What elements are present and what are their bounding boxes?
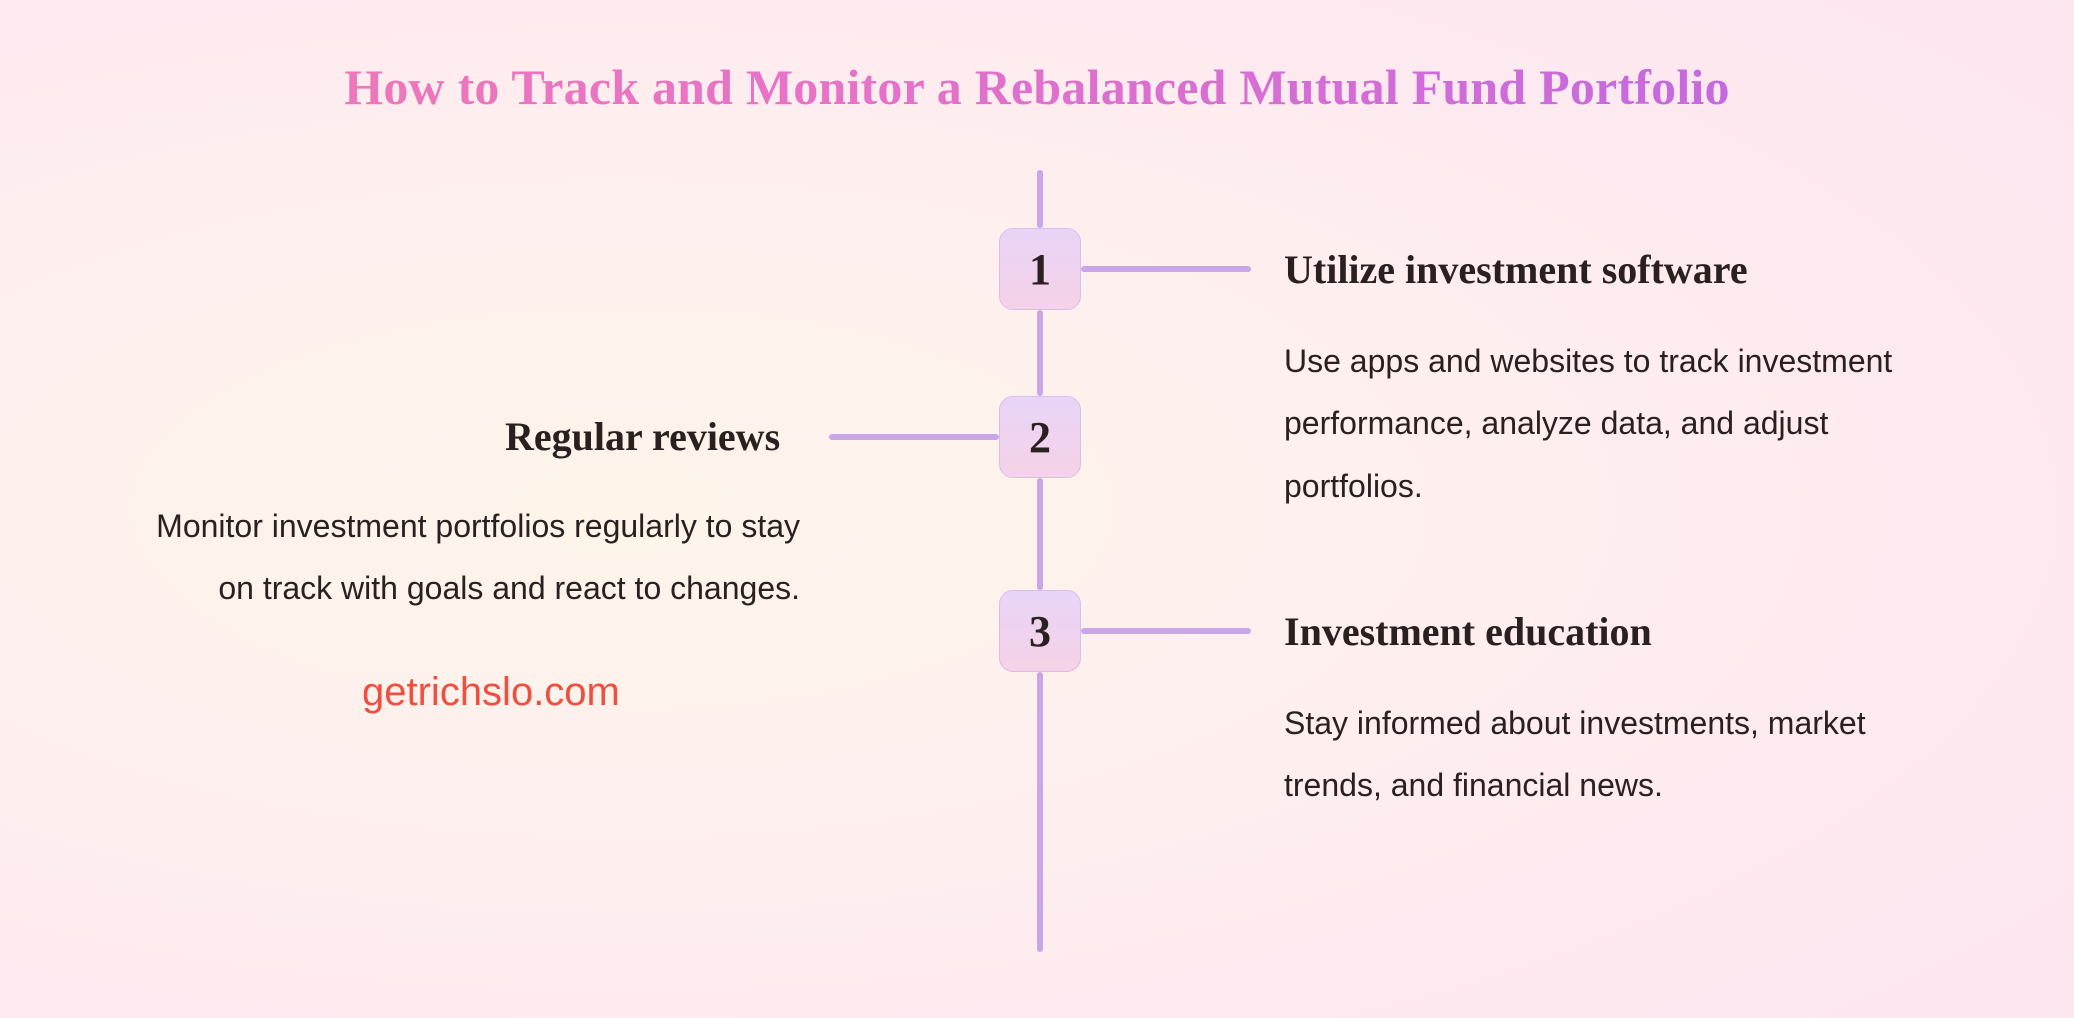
step-3-description: Stay informed about investments, market …: [1284, 692, 1924, 817]
node-number: 2: [1029, 412, 1051, 463]
timeline-segment: [1037, 478, 1043, 590]
timeline-node-1: 1: [999, 228, 1081, 310]
timeline-segment: [1037, 170, 1043, 228]
page-title: How to Track and Monitor a Rebalanced Mu…: [0, 58, 2074, 116]
step-3-heading: Investment education: [1284, 608, 1652, 655]
node-number: 3: [1029, 606, 1051, 657]
step-1-heading: Utilize investment software: [1284, 246, 1748, 293]
connector-1: [1081, 266, 1251, 272]
connector-2: [829, 434, 999, 440]
infographic-canvas: How to Track and Monitor a Rebalanced Mu…: [0, 0, 2074, 1018]
watermark-text: getrichslo.com: [362, 670, 620, 715]
step-1-description: Use apps and websites to track investmen…: [1284, 330, 1924, 517]
step-2-description: Monitor investment portfolios regularly …: [135, 495, 800, 620]
timeline-node-2: 2: [999, 396, 1081, 478]
step-2-heading: Regular reviews: [505, 413, 780, 460]
timeline-segment: [1037, 310, 1043, 396]
connector-3: [1081, 628, 1251, 634]
timeline-segment: [1037, 672, 1043, 952]
node-number: 1: [1029, 244, 1051, 295]
timeline-node-3: 3: [999, 590, 1081, 672]
